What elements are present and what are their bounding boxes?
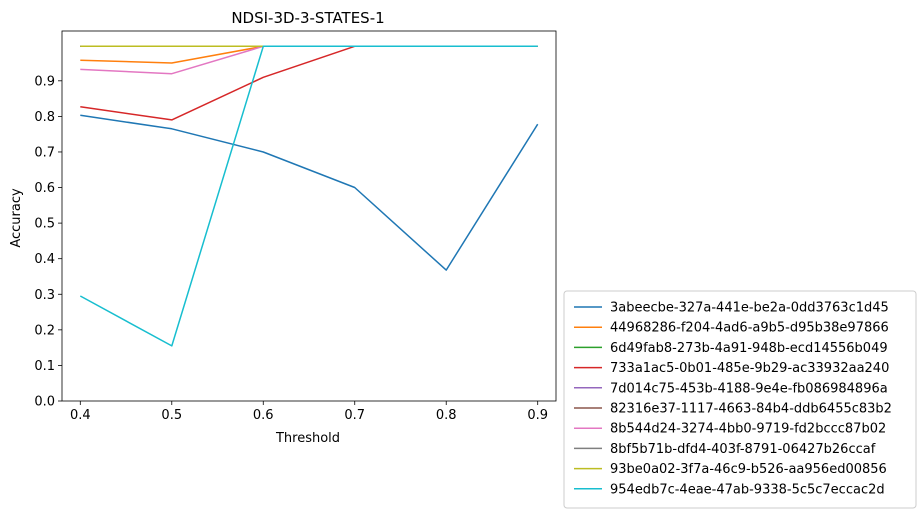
legend: 3abeecbe-327a-441e-be2a-0dd3763c1d45 4496…: [563, 290, 917, 509]
legend-box: [563, 290, 917, 509]
x-tick-label: 0.7: [344, 408, 365, 423]
x-tick-label: 0.5: [161, 408, 182, 423]
legend-entry: 8b544d24-3274-4bb0-9719-fd2bccc87b02: [610, 422, 886, 437]
y-axis-title: Accuracy: [9, 188, 24, 248]
x-tick-label: 0.4: [70, 408, 91, 423]
series-lines: [79, 45, 539, 347]
y-tick-label: 0.9: [34, 74, 55, 89]
chart-title: NDSI-3D-3-STATES-1: [231, 9, 384, 27]
y-tick-label: 0.2: [34, 323, 55, 338]
plot-frame: [61, 30, 557, 402]
series-line-10: [79, 45, 538, 347]
y-tick-label: 0.0: [34, 395, 55, 410]
y-tick-label: 0.1: [34, 359, 55, 374]
x-tick-label: 0.9: [527, 408, 548, 423]
legend-entry: 44968286-f204-4ad6-a9b5-d95b38e97866: [610, 321, 889, 336]
x-axis-title: Threshold: [275, 431, 340, 446]
y-tick-label: 0.6: [34, 181, 55, 196]
x-tick-label: 0.6: [253, 408, 274, 423]
series-line-4: [80, 45, 538, 121]
y-tick-label: 0.8: [34, 110, 55, 125]
legend-entry: 3abeecbe-327a-441e-be2a-0dd3763c1d45: [610, 301, 889, 316]
legend-entry: 7d014c75-453b-4188-9e4e-fb086984896a: [610, 381, 888, 396]
legend-entry: 8bf5b71b-dfd4-403f-8791-06427b26ccaf: [610, 442, 876, 457]
x-tick-label: 0.8: [436, 408, 457, 423]
legend-entry: 82316e37-1117-4663-84b4-ddb6455c83b2: [610, 402, 892, 417]
y-tick-label: 0.7: [34, 145, 55, 160]
y-tick-label: 0.5: [34, 217, 55, 232]
legend-entry: 93be0a02-3f7a-46c9-b526-aa956ed00856: [610, 462, 887, 477]
series-line-2: [80, 45, 538, 64]
y-tick-label: 0.3: [34, 288, 55, 303]
axis-ticks: 0.4 0.5 0.6 0.7 0.8 0.9 0.0 0.1 0.2 0.3 0.4 0.5 0.6 0…: [34, 74, 548, 423]
y-tick-label: 0.4: [34, 252, 55, 267]
legend-entry: 6d49fab8-273b-4a91-948b-ecd14556b049: [610, 341, 888, 356]
series-line-7: [80, 45, 538, 75]
legend-entry: 954edb7c-4eae-47ab-9338-5c5c7eccac2d: [610, 482, 885, 497]
series-line-1: [80, 114, 539, 271]
legend-entry: 733a1ac5-0b01-485e-9b29-ac33932aa240: [610, 361, 889, 376]
